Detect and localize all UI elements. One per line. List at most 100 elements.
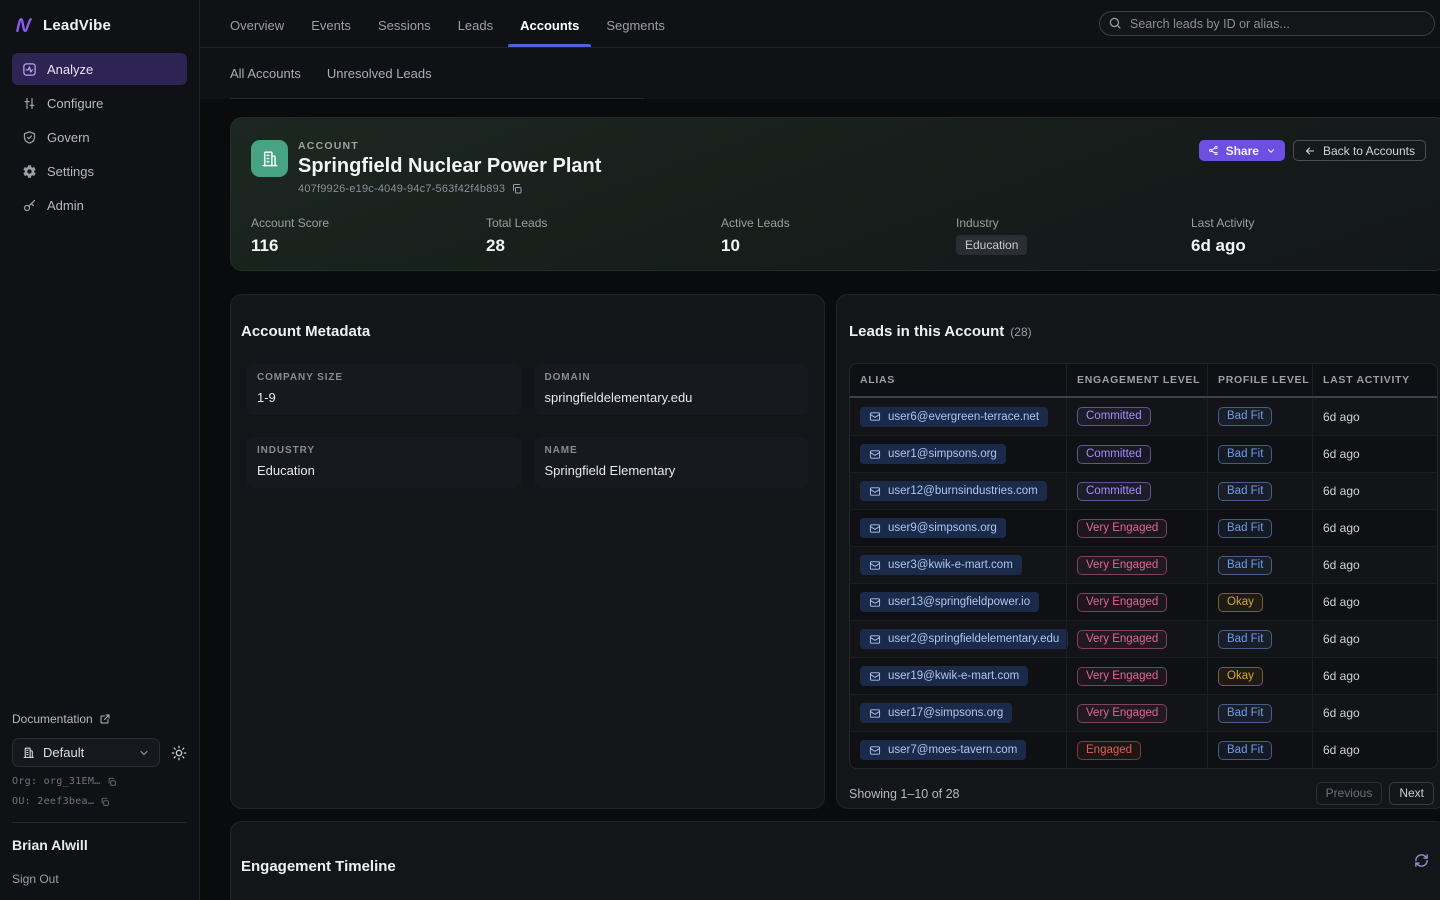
- sidebar-item-analyze[interactable]: Analyze: [12, 53, 187, 85]
- column-header-engagement: ENGAGEMENT LEVEL: [1066, 364, 1207, 396]
- lead-alias: user13@springfieldpower.io: [888, 596, 1030, 608]
- stat-label: Active Leads: [721, 216, 956, 230]
- engagement-level-badge: Very Engaged: [1077, 667, 1167, 686]
- sidebar-item-admin[interactable]: Admin: [12, 189, 187, 221]
- chevron-down-icon: [138, 747, 150, 759]
- sliders-icon: [22, 96, 37, 111]
- profile-level-badge: Bad Fit: [1218, 704, 1272, 723]
- external-link-icon: [99, 713, 111, 725]
- stat-label: Total Leads: [486, 216, 721, 230]
- chevron-down-icon: [1266, 146, 1276, 156]
- envelope-icon: [869, 597, 881, 608]
- subtab-unresolved-leads[interactable]: Unresolved Leads: [327, 48, 432, 98]
- lead-alias-chip[interactable]: user13@springfieldpower.io: [860, 592, 1039, 612]
- engagement-level-badge: Engaged: [1077, 741, 1141, 760]
- profile-level-badge: Okay: [1218, 667, 1263, 686]
- metadata-title: Account Metadata: [241, 323, 808, 340]
- tab-overview[interactable]: Overview: [230, 0, 284, 47]
- tab-sessions[interactable]: Sessions: [378, 0, 431, 47]
- documentation-link[interactable]: Documentation: [12, 708, 187, 738]
- lead-alias: user3@kwik-e-mart.com: [888, 559, 1013, 571]
- activity-icon: [22, 62, 37, 77]
- stat-industry: Industry Education: [956, 216, 1191, 256]
- metadata-field-industry: INDUSTRY Education: [247, 437, 521, 488]
- lead-alias-chip[interactable]: user9@simpsons.org: [860, 518, 1006, 538]
- account-stats: Account Score 116 Total Leads 28 Active …: [251, 216, 1426, 256]
- profile-level-badge: Bad Fit: [1218, 630, 1272, 649]
- stat-label: Last Activity: [1191, 216, 1426, 230]
- table-row[interactable]: user9@simpsons.org Very Engaged Bad Fit …: [850, 509, 1437, 546]
- arrow-left-icon: [1304, 145, 1316, 157]
- lead-alias: user17@simpsons.org: [888, 707, 1003, 719]
- org-id-line: Org: org_31EM…: [12, 776, 187, 787]
- field-label: NAME: [545, 445, 799, 456]
- tab-leads[interactable]: Leads: [458, 0, 493, 47]
- pagination-status: Showing 1–10 of 28: [849, 787, 960, 801]
- copy-icon[interactable]: [107, 777, 117, 787]
- search-input[interactable]: [1099, 11, 1435, 36]
- copy-icon[interactable]: [511, 183, 523, 195]
- table-row[interactable]: user7@moes-tavern.com Engaged Bad Fit 6d…: [850, 731, 1437, 768]
- lead-alias-chip[interactable]: user19@kwik-e-mart.com: [860, 666, 1028, 686]
- table-row[interactable]: user3@kwik-e-mart.com Very Engaged Bad F…: [850, 546, 1437, 583]
- lead-alias-chip[interactable]: user7@moes-tavern.com: [860, 740, 1026, 760]
- environment-value: Default: [43, 745, 84, 760]
- tab-segments[interactable]: Segments: [606, 0, 665, 47]
- lead-alias-chip[interactable]: user3@kwik-e-mart.com: [860, 555, 1022, 575]
- lead-alias-chip[interactable]: user17@simpsons.org: [860, 703, 1012, 723]
- field-value: Education: [257, 463, 511, 478]
- table-row[interactable]: user13@springfieldpower.io Very Engaged …: [850, 583, 1437, 620]
- lead-alias-chip[interactable]: user1@simpsons.org: [860, 444, 1006, 464]
- timeline-title: Engagement Timeline: [241, 858, 1430, 875]
- field-label: INDUSTRY: [257, 445, 511, 456]
- sidebar-item-govern[interactable]: Govern: [12, 121, 187, 153]
- lead-alias-chip[interactable]: user2@springfieldelementary.edu: [860, 629, 1068, 649]
- table-row[interactable]: user1@simpsons.org Committed Bad Fit 6d …: [850, 435, 1437, 472]
- last-activity-cell: 6d ago: [1312, 510, 1437, 546]
- environment-select[interactable]: Default: [12, 738, 160, 767]
- last-activity-cell: 6d ago: [1312, 436, 1437, 472]
- sidebar-item-settings[interactable]: Settings: [12, 155, 187, 187]
- topbar: Overview Events Sessions Leads Accounts …: [200, 0, 1440, 99]
- table-row[interactable]: user12@burnsindustries.com Committed Bad…: [850, 472, 1437, 509]
- account-metadata-panel: Account Metadata COMPANY SIZE 1-9 DOMAIN…: [230, 294, 825, 809]
- profile-level-badge: Bad Fit: [1218, 519, 1272, 538]
- refresh-button[interactable]: [1414, 853, 1429, 868]
- envelope-icon: [869, 745, 881, 756]
- engagement-level-badge: Committed: [1077, 445, 1151, 464]
- sidebar-item-label: Admin: [47, 198, 84, 213]
- user-name: Brian Alwill: [12, 837, 187, 853]
- sidebar-nav: Analyze Configure Govern Settings Admin: [0, 45, 199, 229]
- stat-total-leads: Total Leads 28: [486, 216, 721, 256]
- subtab-all-accounts[interactable]: All Accounts: [230, 48, 301, 98]
- lead-alias-chip[interactable]: user12@burnsindustries.com: [860, 481, 1047, 501]
- next-page-button[interactable]: Next: [1389, 782, 1434, 805]
- engagement-timeline-panel: Engagement Timeline: [230, 821, 1440, 900]
- sign-out-link[interactable]: Sign Out: [12, 872, 187, 886]
- account-kicker: ACCOUNT: [298, 140, 601, 152]
- envelope-icon: [869, 560, 881, 571]
- stat-value: 10: [721, 236, 956, 256]
- theme-toggle-button[interactable]: [171, 745, 187, 761]
- lead-alias: user7@moes-tavern.com: [888, 744, 1017, 756]
- lead-alias: user2@springfieldelementary.edu: [888, 633, 1059, 645]
- last-activity-cell: 6d ago: [1312, 547, 1437, 583]
- sidebar-item-configure[interactable]: Configure: [12, 87, 187, 119]
- engagement-level-badge: Committed: [1077, 407, 1151, 426]
- table-row[interactable]: user19@kwik-e-mart.com Very Engaged Okay…: [850, 657, 1437, 694]
- leads-panel: Leads in this Account (28) ALIAS ENGAGEM…: [836, 294, 1440, 809]
- tab-accounts[interactable]: Accounts: [520, 0, 579, 47]
- column-header-alias: ALIAS: [850, 364, 1066, 396]
- tab-events[interactable]: Events: [311, 0, 351, 47]
- table-row[interactable]: user2@springfieldelementary.edu Very Eng…: [850, 620, 1437, 657]
- back-to-accounts-button[interactable]: Back to Accounts: [1293, 140, 1426, 161]
- copy-icon[interactable]: [100, 797, 110, 807]
- stat-value: 28: [486, 236, 721, 256]
- previous-page-button[interactable]: Previous: [1316, 782, 1383, 805]
- share-button[interactable]: Share: [1199, 140, 1285, 161]
- table-row[interactable]: user6@evergreen-terrace.net Committed Ba…: [850, 398, 1437, 435]
- lead-alias-chip[interactable]: user6@evergreen-terrace.net: [860, 407, 1048, 427]
- table-row[interactable]: user17@simpsons.org Very Engaged Bad Fit…: [850, 694, 1437, 731]
- lead-alias: user6@evergreen-terrace.net: [888, 411, 1039, 423]
- leads-table-body: user6@evergreen-terrace.net Committed Ba…: [850, 398, 1437, 768]
